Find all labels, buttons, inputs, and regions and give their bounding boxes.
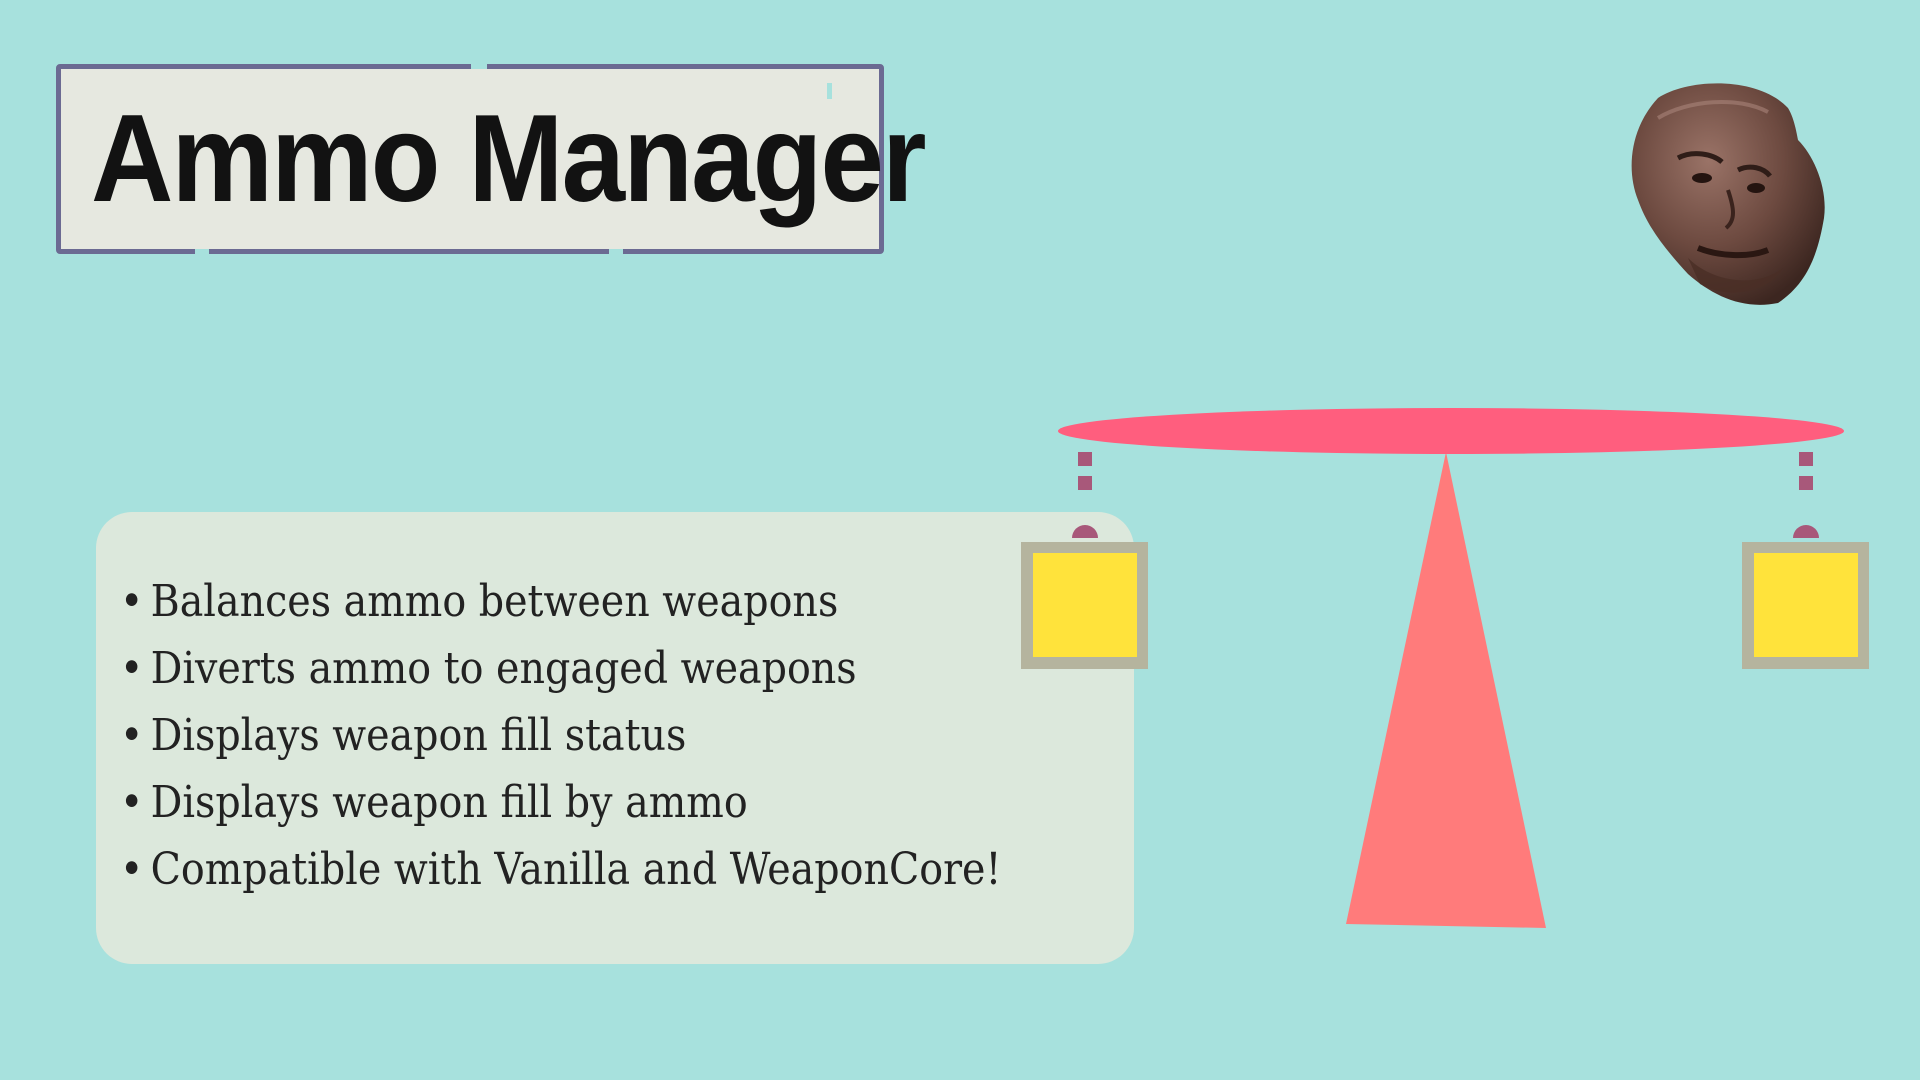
bullet-icon: •: [120, 777, 144, 828]
page-title: Ammo Manager: [91, 90, 927, 228]
right-chain: [1793, 452, 1819, 538]
list-item: • Diverts ammo to engaged weapons: [120, 635, 1001, 702]
bullet-icon: •: [120, 710, 144, 761]
title-box: Ammo Manager: [56, 64, 927, 254]
scale-stand: [1346, 452, 1546, 928]
list-item: • Balances ammo between weapons: [120, 568, 1001, 635]
bullet-icon: •: [120, 576, 144, 627]
bullet-icon: •: [120, 844, 144, 895]
left-chain: [1072, 452, 1098, 538]
right-weight: [1742, 542, 1869, 669]
feature-list: • Balances ammo between weapons • Diverts …: [120, 568, 1099, 903]
feature-text: Balances ammo between weapons: [150, 576, 839, 627]
list-item: • Compatible with Vanilla and WeaponCore!: [120, 836, 1001, 903]
feature-box: • Balances ammo between weapons • Diverts …: [96, 512, 1134, 964]
list-item: • Displays weapon fill status: [120, 702, 1001, 769]
feature-text: Compatible with Vanilla and WeaponCore!: [150, 844, 1002, 895]
list-item: • Displays weapon fill by ammo: [120, 769, 1001, 836]
feature-text: Displays weapon fill status: [150, 710, 687, 761]
scale-beam: [1058, 408, 1844, 454]
face-icon: [1631, 83, 1825, 305]
balance-scale-icon: [1021, 408, 1869, 928]
feature-text: Displays weapon fill by ammo: [150, 777, 748, 828]
bullet-icon: •: [120, 643, 144, 694]
left-weight: [1021, 542, 1148, 669]
feature-text: Diverts ammo to engaged weapons: [150, 643, 857, 694]
